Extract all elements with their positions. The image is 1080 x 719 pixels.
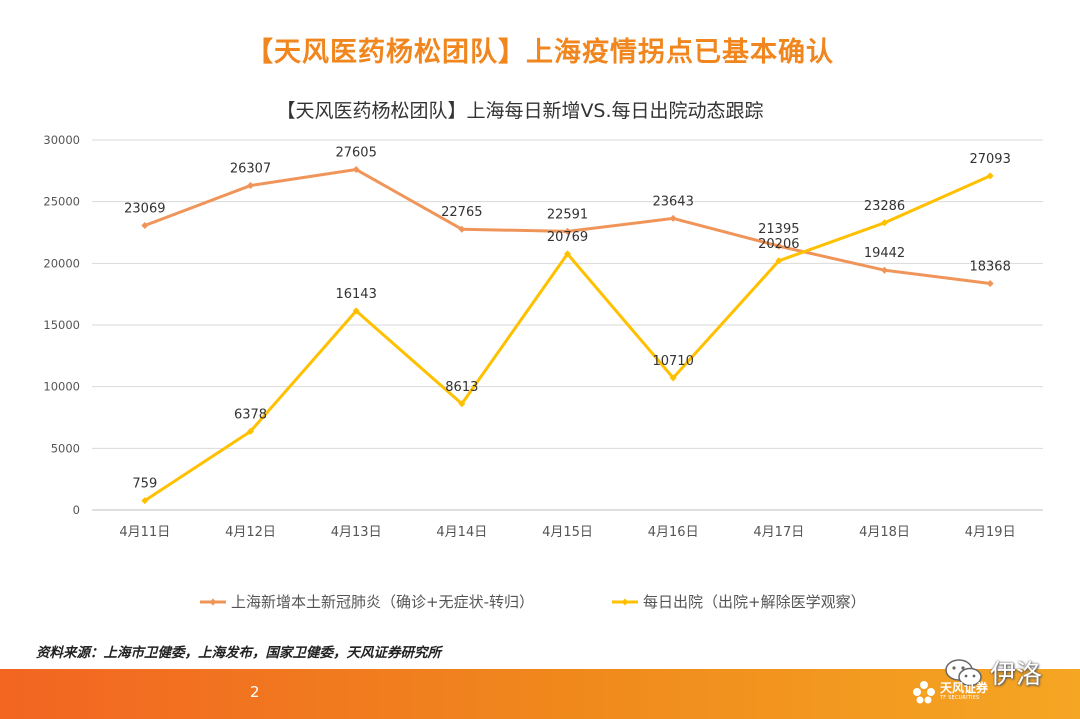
wechat-icon bbox=[945, 658, 982, 686]
data-label: 8613 bbox=[445, 380, 478, 395]
brand-logo: 天风证券 TF SECURITIES bbox=[912, 680, 988, 704]
brand-name: 天风证券 bbox=[940, 681, 989, 695]
data-point bbox=[352, 166, 360, 174]
data-point bbox=[986, 279, 994, 287]
data-point bbox=[247, 427, 254, 435]
data-point bbox=[352, 307, 360, 315]
y-tick-label: 25000 bbox=[43, 195, 80, 209]
data-label: 27093 bbox=[969, 152, 1010, 167]
y-tick-label: 20000 bbox=[43, 256, 80, 270]
brand-name-en: TF SECURITIES bbox=[940, 695, 980, 701]
data-point bbox=[458, 400, 466, 408]
chart-data-labels: 23069 26307 27605 22765 22591 23643 21395 19442… bbox=[124, 146, 1011, 492]
slide-title: 【天风医药杨松团队】上海疫情拐点已基本确认 bbox=[246, 37, 834, 68]
data-label: 22765 bbox=[441, 205, 482, 220]
data-label: 20769 bbox=[547, 230, 588, 245]
series-0 bbox=[141, 166, 994, 287]
data-point bbox=[986, 172, 994, 180]
data-label: 21395 bbox=[758, 222, 799, 237]
series-1 bbox=[141, 172, 994, 505]
data-point bbox=[141, 221, 149, 229]
legend-item-0[interactable]: 上海新增本土新冠肺炎（确诊+无症状-转归） bbox=[200, 593, 534, 611]
legend-marker bbox=[209, 598, 217, 606]
chart-title: 【天风医药杨松团队】上海每日新增VS.每日出院动态跟踪 bbox=[276, 100, 763, 122]
x-tick-label: 4月19日 bbox=[965, 525, 1016, 540]
page-number: 2 bbox=[250, 683, 260, 701]
data-point bbox=[458, 225, 466, 233]
x-tick-label: 4月14日 bbox=[436, 525, 487, 540]
y-tick-label: 30000 bbox=[43, 133, 80, 147]
x-tick-label: 4月15日 bbox=[542, 525, 593, 540]
data-label: 10710 bbox=[652, 354, 693, 369]
series-line bbox=[144, 168, 991, 285]
data-point bbox=[669, 214, 677, 222]
data-label: 16143 bbox=[335, 287, 376, 302]
series-line bbox=[144, 174, 991, 502]
data-point bbox=[247, 182, 254, 190]
y-tick-label: 10000 bbox=[43, 380, 80, 394]
watermark: 伊洛 bbox=[944, 654, 1042, 691]
data-point bbox=[775, 242, 783, 250]
data-label: 19442 bbox=[864, 246, 905, 261]
data-point bbox=[881, 266, 888, 274]
x-tick-label: 4月12日 bbox=[225, 525, 276, 540]
data-point bbox=[881, 219, 888, 227]
source-note: 资料来源：上海市卫健委，上海发布，国家卫健委，天风证券研究所 bbox=[36, 645, 441, 661]
y-tick-label: 5000 bbox=[51, 441, 80, 455]
data-point bbox=[564, 250, 571, 258]
data-label: 22591 bbox=[547, 207, 588, 222]
chart-axes: 0 5000 10000 15000 20000 25000 30000 4月11日 4月12日… bbox=[43, 133, 1043, 540]
data-label: 27605 bbox=[335, 146, 376, 161]
data-label: 23643 bbox=[652, 194, 693, 209]
legend-label: 上海新增本土新冠肺炎（确诊+无症状-转归） bbox=[231, 593, 534, 611]
chart-gridlines bbox=[92, 139, 1043, 449]
data-label: 759 bbox=[132, 477, 157, 492]
line-chart: 【天风医药杨松团队】上海每日新增VS.每日出院动态跟踪 0 5000 10000 15… bbox=[43, 100, 1043, 611]
x-tick-label: 4月16日 bbox=[648, 525, 699, 540]
chart-series bbox=[141, 166, 994, 505]
watermark-text: 伊洛 bbox=[990, 660, 1043, 690]
y-tick-label: 0 bbox=[73, 503, 80, 517]
footer-bar: 2 bbox=[0, 669, 1080, 719]
legend-marker bbox=[621, 598, 629, 606]
x-tick-label: 4月13日 bbox=[331, 525, 382, 540]
data-point bbox=[669, 374, 677, 382]
flower-logo-icon bbox=[913, 681, 935, 704]
legend-item-1[interactable]: 每日出院（出院+解除医学观察） bbox=[612, 593, 866, 611]
data-label: 26307 bbox=[230, 162, 271, 177]
x-tick-label: 4月17日 bbox=[753, 525, 804, 540]
data-point bbox=[775, 257, 783, 265]
x-tick-label: 4月11日 bbox=[119, 525, 170, 540]
legend-label: 每日出院（出院+解除医学观察） bbox=[643, 593, 866, 611]
data-label: 23069 bbox=[124, 201, 165, 216]
data-label: 23286 bbox=[864, 199, 905, 214]
data-label: 20206 bbox=[758, 237, 799, 252]
x-tick-label: 4月18日 bbox=[859, 525, 910, 540]
y-tick-label: 15000 bbox=[43, 318, 80, 332]
chart-legend[interactable]: 上海新增本土新冠肺炎（确诊+无症状-转归） 每日出院（出院+解除医学观察） bbox=[200, 593, 866, 611]
data-label: 6378 bbox=[234, 407, 267, 422]
data-point bbox=[141, 497, 149, 505]
data-point bbox=[564, 227, 571, 235]
data-label: 18368 bbox=[969, 259, 1010, 274]
